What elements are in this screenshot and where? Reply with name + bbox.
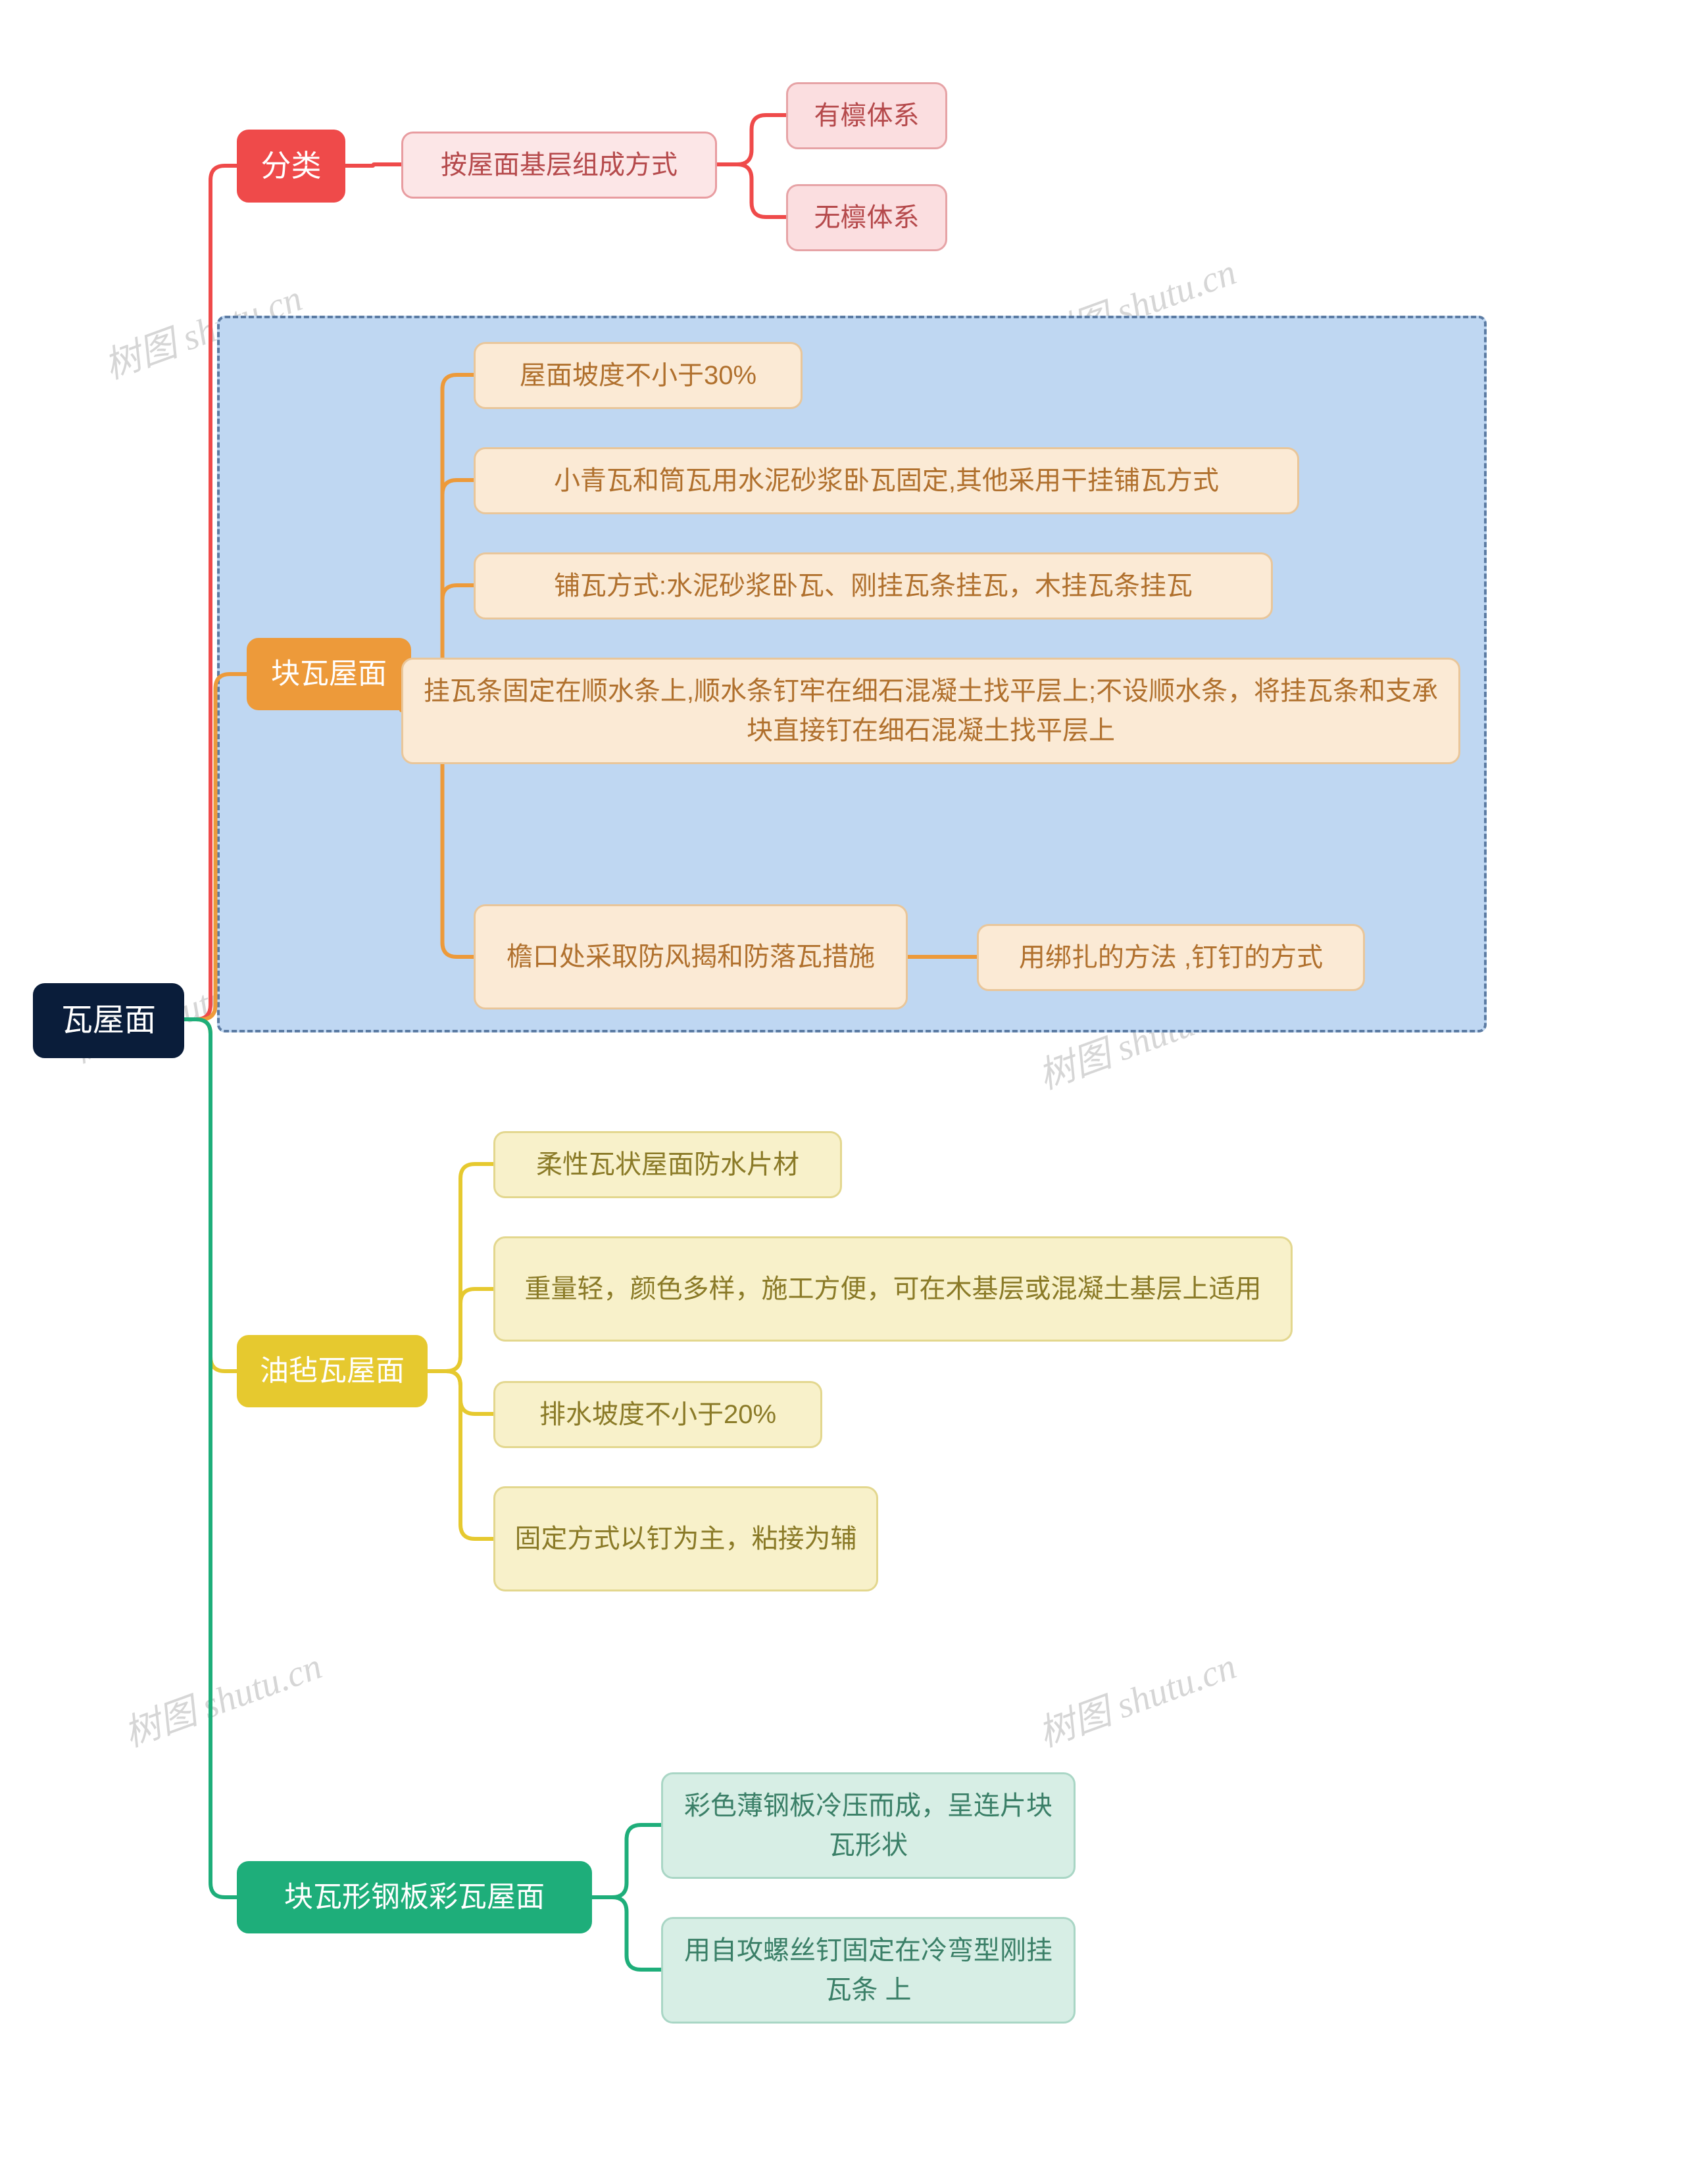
node-lightweight[interactable]: 重量轻，颜色多样，施工方便，可在木基层或混凝土基层上适用 bbox=[493, 1236, 1293, 1342]
node-slope-30[interactable]: 屋面坡度不小于30% bbox=[474, 342, 803, 409]
node-eaves-windproof[interactable]: 檐口处采取防风揭和防落瓦措施 bbox=[474, 904, 908, 1009]
node-tie-nail[interactable]: 用绑扎的方法 ,钉钉的方式 bbox=[977, 924, 1365, 991]
node-fixing-method[interactable]: 小青瓦和筒瓦用水泥砂浆卧瓦固定,其他采用干挂铺瓦方式 bbox=[474, 447, 1299, 514]
branch-steel-tile[interactable]: 块瓦形钢板彩瓦屋面 bbox=[237, 1861, 592, 1933]
node-base-layer-method[interactable]: 按屋面基层组成方式 bbox=[401, 132, 717, 199]
branch-classification[interactable]: 分类 bbox=[237, 130, 345, 203]
node-nail-glue[interactable]: 固定方式以钉为主，粘接为辅 bbox=[493, 1486, 878, 1591]
node-self-tapping[interactable]: 用自攻螺丝钉固定在冷弯型刚挂瓦条 上 bbox=[661, 1917, 1076, 2024]
branch-block-tile[interactable]: 块瓦屋面 bbox=[247, 638, 411, 710]
mindmap-canvas: 树图 shutu.cn树图 shutu.cn树图 shutu.cn树图 shut… bbox=[0, 0, 1684, 2184]
node-without-purlin[interactable]: 无檩体系 bbox=[786, 184, 947, 251]
node-batten-fix[interactable]: 挂瓦条固定在顺水条上,顺水条钉牢在细石混凝土找平层上;不设顺水条，将挂瓦条和支承… bbox=[401, 658, 1460, 764]
node-cold-pressed[interactable]: 彩色薄钢板冷压而成，呈连片块瓦形状 bbox=[661, 1772, 1076, 1879]
node-slope-20[interactable]: 排水坡度不小于20% bbox=[493, 1381, 822, 1448]
node-flexible-sheet[interactable]: 柔性瓦状屋面防水片材 bbox=[493, 1131, 842, 1198]
node-laying-method[interactable]: 铺瓦方式:水泥砂浆卧瓦、刚挂瓦条挂瓦，木挂瓦条挂瓦 bbox=[474, 552, 1273, 619]
branch-felt-tile[interactable]: 油毡瓦屋面 bbox=[237, 1335, 428, 1407]
root-node[interactable]: 瓦屋面 bbox=[33, 983, 184, 1058]
node-with-purlin[interactable]: 有檩体系 bbox=[786, 82, 947, 149]
